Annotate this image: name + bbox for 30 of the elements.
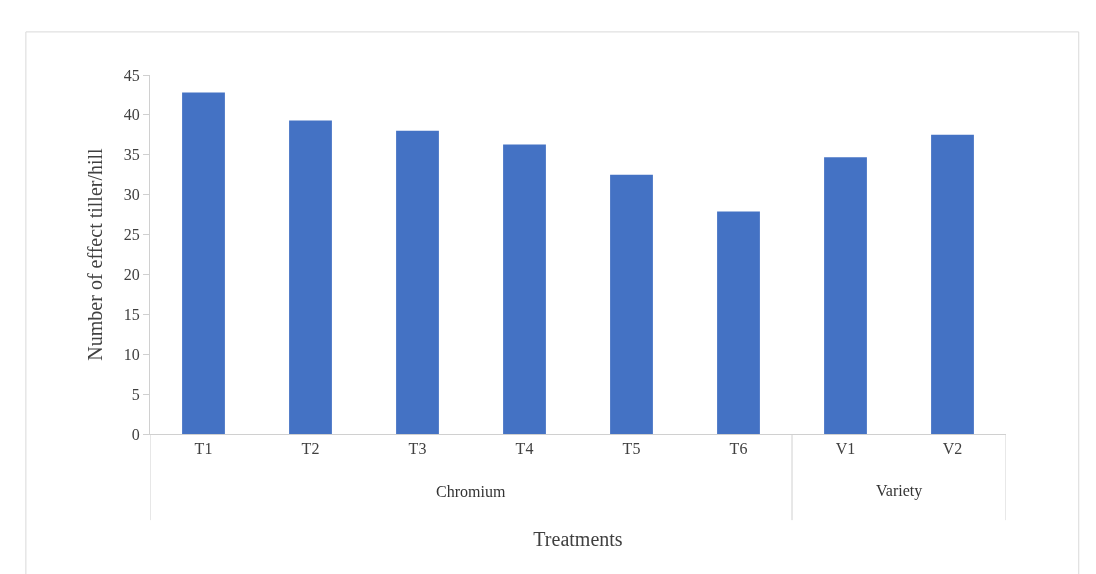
y-tick-label: 35 [123,146,140,164]
bar [717,211,760,434]
y-tick-label: 40 [123,106,140,124]
x-tick-label: T1 [194,440,213,458]
bar [610,174,653,434]
x-tick-label: T2 [301,440,320,458]
bar [503,144,546,434]
bar [182,92,225,434]
y-tick-label: 15 [123,305,140,323]
bar [396,130,439,434]
x-tick-label: T3 [408,440,427,458]
x-axis-title: Treatments [533,527,623,550]
x-tick-label: V2 [942,440,963,458]
y-tick-label: 25 [123,226,140,244]
y-tick-label: 45 [123,66,140,84]
x-tick-label: T4 [515,440,534,458]
y-axis-title: Number of effect tiller/hill [84,147,107,361]
y-tick-label: 30 [123,186,140,204]
x-tick-label: T6 [729,440,748,458]
bar [824,157,867,434]
y-tick-label: 5 [131,385,140,403]
bar [931,134,974,434]
text: Variety [876,482,923,500]
bar [289,120,332,434]
x-tick-label: T5 [622,440,641,458]
y-tick-label: 0 [131,425,140,443]
text: Chromium [436,483,506,500]
y-tick-label: 10 [123,345,140,363]
y-tick-label: 20 [123,266,140,284]
x-tick-label: V1 [835,440,856,458]
